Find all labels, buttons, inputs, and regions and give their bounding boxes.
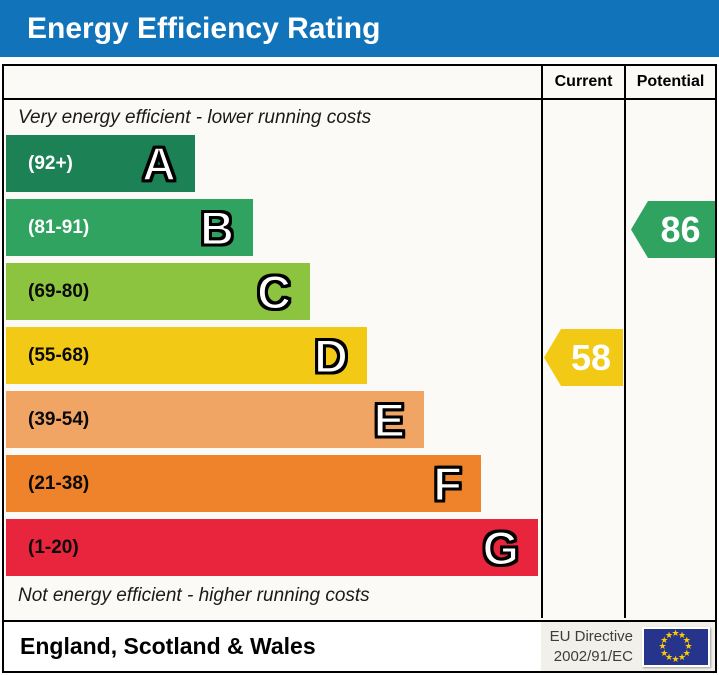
band-e-letter: E	[373, 392, 406, 447]
band-f: (21-38) F	[6, 455, 481, 512]
band-b-range: (81-91)	[28, 216, 90, 238]
band-a: (92+) A	[6, 135, 195, 192]
eu-directive-line2: 2002/91/EC	[553, 647, 633, 665]
header-spacer-cell	[4, 66, 541, 98]
band-c-letter: C	[256, 264, 292, 319]
band-e-range: (39-54)	[28, 408, 90, 430]
current-rating-arrow: 58	[544, 329, 623, 386]
band-d-letter: D	[313, 328, 349, 383]
band-a-letter: A	[141, 136, 177, 191]
bands-chart-area: Very energy efficient - lower running co…	[4, 100, 541, 618]
eu-flag-star: ★	[678, 629, 687, 640]
band-b-letter: B	[199, 200, 235, 255]
eu-flag-star: ★	[658, 641, 667, 651]
current-rating-value: 58	[570, 336, 612, 378]
column-header-potential: Potential	[624, 66, 715, 98]
band-e: (39-54) E	[6, 391, 424, 448]
eu-flag-icon: ★ ★ ★ ★ ★ ★ ★ ★ ★ ★ ★ ★	[642, 626, 710, 667]
top-caption: Very energy efficient - lower running co…	[18, 107, 372, 128]
rating-table: Current Potential Very energy efficient …	[2, 64, 717, 673]
band-f-letter: F	[432, 456, 463, 511]
band-g: (1-20) G	[6, 519, 538, 576]
eu-flag-star: ★	[665, 652, 674, 663]
eu-flag-star: ★	[678, 652, 687, 663]
eu-directive-text: EU Directive 2002/91/EC	[550, 627, 633, 666]
current-rating-column: 58	[541, 100, 624, 618]
potential-rating-arrow: 86	[631, 201, 715, 258]
column-header-current: Current	[541, 66, 624, 98]
rating-bars: (92+) A (81-91) B (69-80) C (55-68) D	[6, 135, 541, 583]
potential-rating-value: 86	[660, 208, 701, 250]
band-b: (81-91) B	[6, 199, 253, 256]
eu-flag-star: ★	[671, 654, 680, 664]
band-g-letter: G	[481, 520, 520, 575]
band-d-range: (55-68)	[28, 344, 90, 366]
eu-flag-star: ★	[660, 634, 669, 645]
band-c: (69-80) C	[6, 263, 310, 320]
eu-flag-star: ★	[682, 647, 691, 658]
band-g-range: (1-20)	[28, 536, 79, 558]
band-a-range: (92+)	[28, 152, 73, 174]
page-title: Energy Efficiency Rating	[27, 11, 381, 45]
band-c-range: (69-80)	[28, 280, 90, 302]
eu-flag-star: ★	[682, 634, 691, 645]
eu-directive-line1: EU Directive	[549, 628, 633, 645]
potential-rating-column: 86	[624, 100, 715, 618]
eu-flag-star: ★	[671, 628, 680, 638]
table-header-row: Current Potential	[4, 66, 715, 100]
eu-flag-star: ★	[660, 647, 669, 658]
eu-directive-block: EU Directive 2002/91/EC ★ ★ ★ ★ ★ ★ ★ ★ ★ ★ ★ ★	[541, 622, 715, 671]
bottom-caption: Not energy efficient - higher running co…	[18, 585, 370, 606]
table-body-row: Very energy efficient - lower running co…	[4, 100, 715, 618]
band-d: (55-68) D	[6, 327, 367, 384]
eu-flag-star: ★	[684, 641, 693, 651]
table-footer-row: England, Scotland & Wales EU Directive 2…	[4, 620, 715, 671]
eu-flag-star: ★	[665, 629, 674, 640]
band-f-range: (21-38)	[28, 472, 90, 494]
region-label: England, Scotland & Wales	[20, 633, 316, 659]
title-banner: Energy Efficiency Rating	[0, 0, 719, 57]
